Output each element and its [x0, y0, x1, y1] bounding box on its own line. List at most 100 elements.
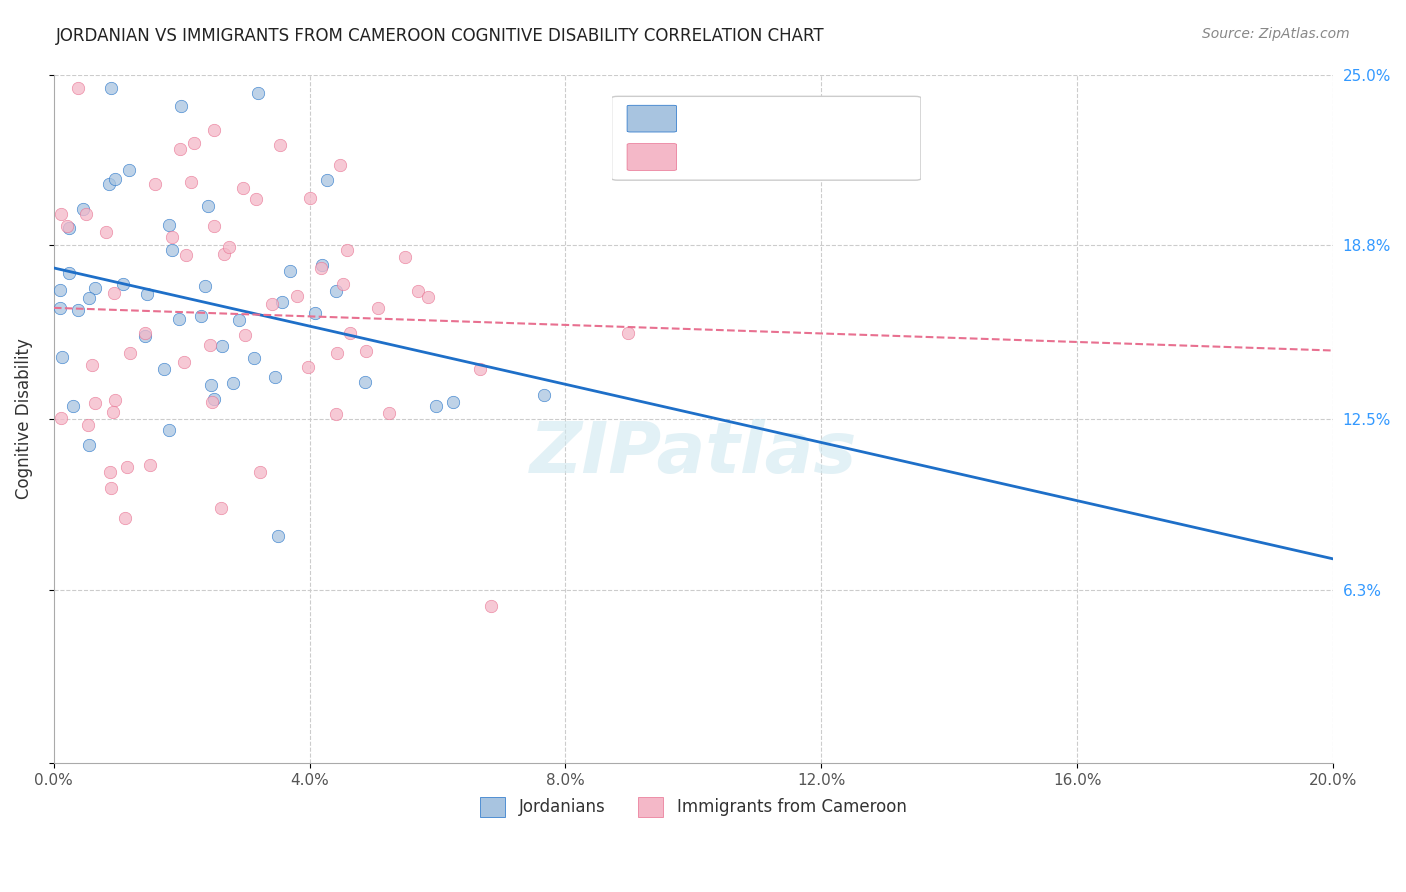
Point	[183, 136, 205, 150]
Text: 58: 58	[872, 150, 893, 164]
Point	[84, 396, 107, 410]
Point	[202, 392, 225, 407]
Point	[174, 247, 197, 261]
Point	[243, 351, 266, 365]
Point	[309, 261, 332, 276]
Point	[80, 358, 103, 372]
Point	[233, 327, 256, 342]
Point	[332, 277, 354, 291]
Point	[173, 354, 195, 368]
Point	[190, 309, 212, 323]
Point	[120, 346, 142, 360]
Text: ZIPatlas: ZIPatlas	[530, 418, 858, 488]
Point	[162, 230, 184, 244]
Point	[180, 175, 202, 189]
Point	[56, 219, 79, 233]
Point	[269, 138, 291, 153]
Point	[298, 191, 321, 205]
Point	[222, 376, 245, 390]
Point	[104, 172, 127, 186]
Point	[367, 301, 389, 315]
Point	[329, 158, 352, 172]
Point	[79, 438, 101, 452]
Point	[103, 285, 125, 300]
Point	[209, 501, 232, 516]
Point	[378, 406, 401, 420]
Point	[83, 281, 105, 295]
Point	[160, 243, 183, 257]
Point	[316, 172, 339, 186]
Point	[202, 219, 225, 233]
Point	[67, 303, 90, 318]
Point	[304, 306, 326, 320]
Legend: Jordanians, Immigrants from Cameroon: Jordanians, Immigrants from Cameroon	[474, 790, 914, 823]
Point	[76, 417, 98, 432]
Point	[425, 399, 447, 413]
Point	[339, 326, 361, 341]
Point	[72, 202, 94, 217]
Point	[262, 297, 284, 311]
Point	[353, 375, 375, 389]
Point	[100, 481, 122, 495]
FancyBboxPatch shape	[612, 96, 921, 180]
Point	[139, 458, 162, 472]
Point	[98, 465, 121, 479]
Point	[278, 264, 301, 278]
Point	[77, 292, 100, 306]
Point	[416, 290, 439, 304]
Point	[249, 465, 271, 479]
Point	[51, 350, 73, 364]
Point	[134, 326, 156, 340]
Point	[271, 295, 294, 310]
Point	[406, 284, 429, 298]
Point	[100, 81, 122, 95]
Point	[263, 369, 285, 384]
Point	[533, 387, 555, 401]
Point	[66, 81, 89, 95]
Point	[117, 460, 139, 475]
Point	[169, 142, 191, 156]
Point	[153, 362, 176, 376]
Point	[201, 395, 224, 409]
Point	[326, 346, 349, 360]
FancyBboxPatch shape	[627, 144, 676, 170]
FancyBboxPatch shape	[627, 105, 676, 132]
Point	[325, 407, 347, 421]
Y-axis label: Cognitive Disability: Cognitive Disability	[15, 338, 32, 500]
Point	[143, 178, 166, 192]
Point	[49, 283, 72, 297]
Point	[245, 192, 267, 206]
Point	[104, 392, 127, 407]
Text: R =: R =	[686, 150, 718, 164]
Point	[200, 338, 222, 352]
Text: R =: R =	[686, 112, 718, 126]
Point	[169, 99, 191, 113]
Point	[247, 86, 270, 100]
Point	[134, 329, 156, 343]
Point	[117, 163, 139, 178]
Point	[49, 411, 72, 425]
Point	[311, 258, 333, 272]
Point	[114, 511, 136, 525]
Point	[62, 399, 84, 413]
Point	[197, 199, 219, 213]
Point	[356, 344, 378, 359]
Point	[232, 180, 254, 194]
Point	[202, 122, 225, 136]
Point	[211, 339, 233, 353]
Point	[297, 359, 319, 374]
Point	[285, 288, 308, 302]
Text: Source: ZipAtlas.com: Source: ZipAtlas.com	[1202, 27, 1350, 41]
Point	[157, 423, 180, 437]
Point	[394, 250, 416, 264]
Point	[136, 286, 159, 301]
Point	[616, 326, 638, 340]
Point	[336, 243, 359, 257]
Point	[58, 266, 80, 280]
Point	[49, 301, 72, 315]
Point	[267, 529, 290, 543]
Point	[468, 362, 491, 376]
Text: -0.539: -0.539	[741, 112, 796, 126]
Text: 0.009: 0.009	[741, 150, 794, 164]
Point	[479, 599, 502, 613]
